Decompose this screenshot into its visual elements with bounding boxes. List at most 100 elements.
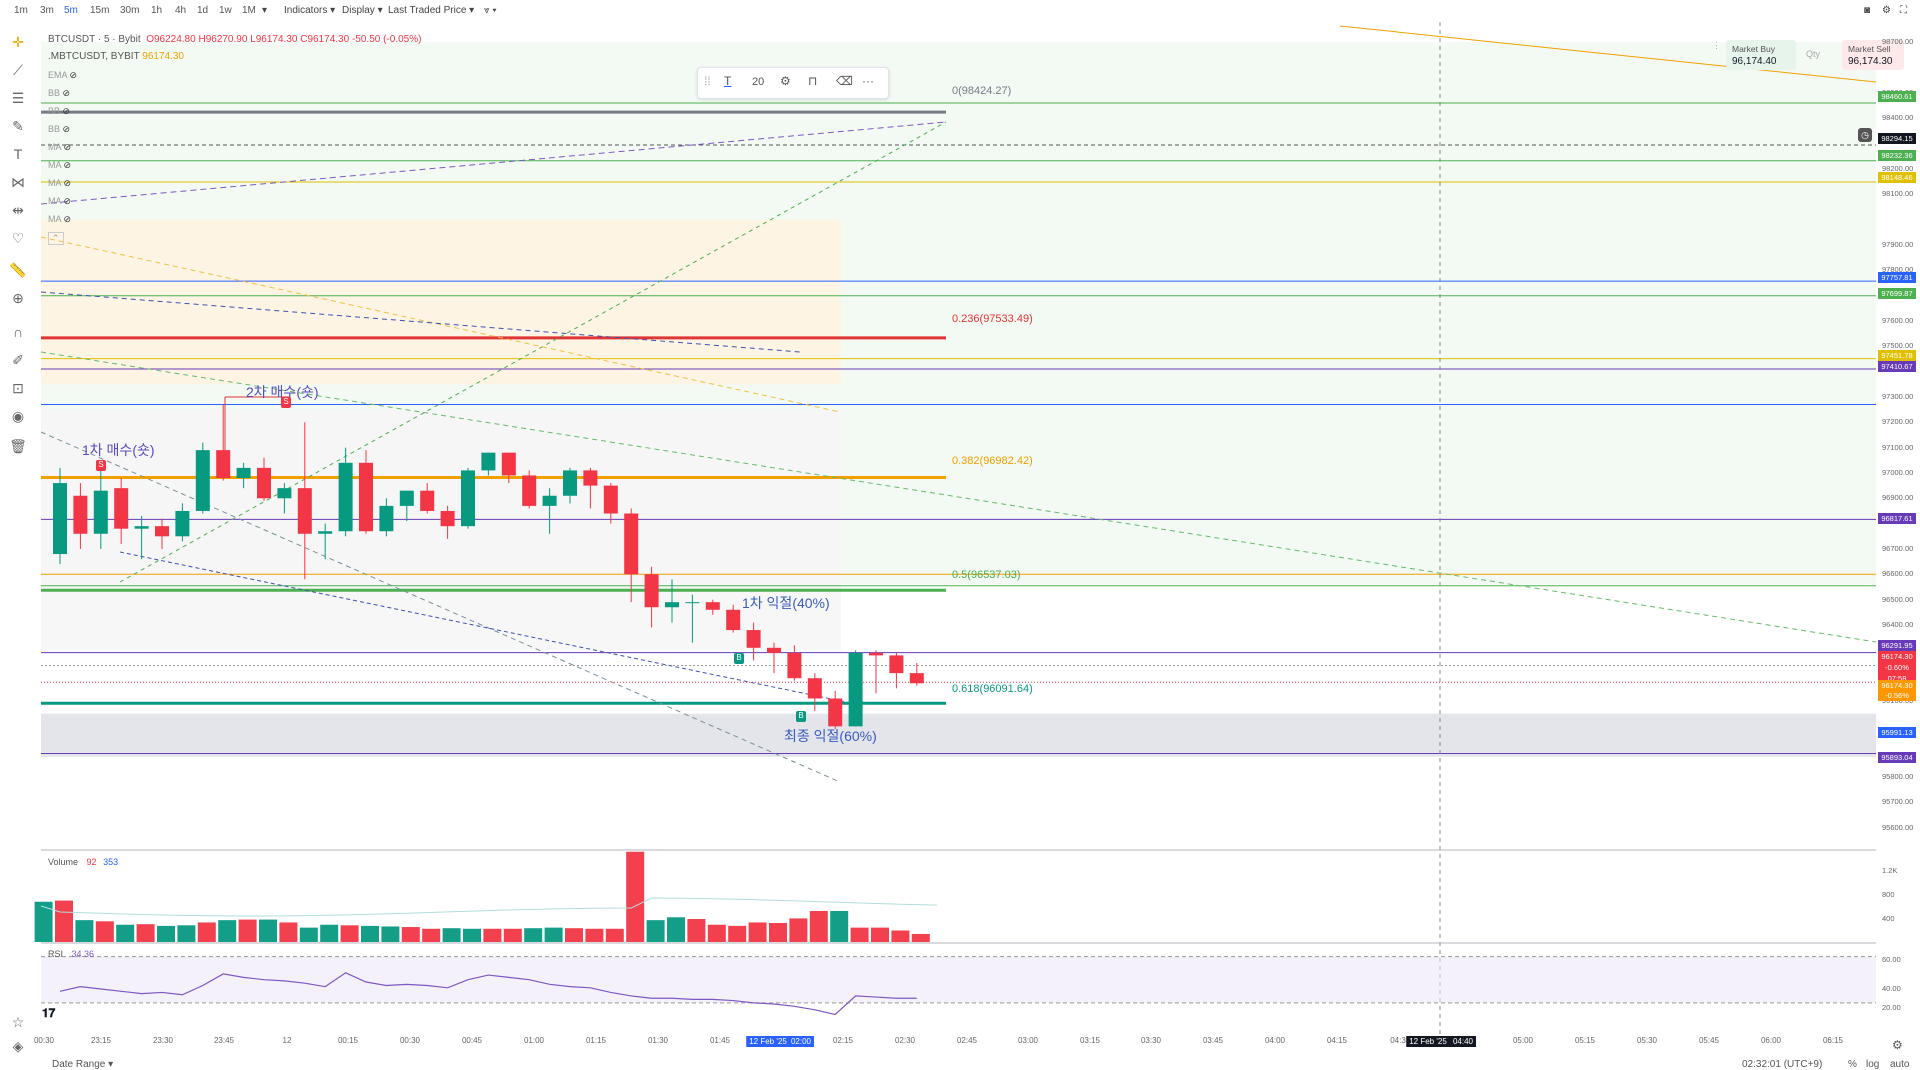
time-tick: 01:30 — [647, 1036, 669, 1045]
rsi-band — [41, 956, 1876, 1003]
indicator-item[interactable]: EMA ⊘ — [48, 70, 77, 81]
alert-clock-icon[interactable]: ◷ — [1858, 128, 1872, 142]
indicator-item[interactable]: BB ⊘ — [48, 88, 70, 99]
pattern-tool-icon[interactable]: ⋈ — [11, 174, 25, 190]
eye-hidden-icon[interactable]: ⊘ — [63, 160, 72, 170]
price-tick: 96600.00 — [1882, 569, 1914, 579]
eye-hidden-icon[interactable]: ⊘ — [63, 214, 72, 224]
eye-hidden-icon[interactable]: ⊘ — [63, 178, 72, 188]
eye-hidden-icon[interactable]: ⊘ — [63, 142, 72, 152]
market-buy-button[interactable]: Market Buy 96,174.40 — [1726, 40, 1796, 70]
time-tick: 00:45 — [461, 1036, 483, 1045]
auto-scale-toggle[interactable]: auto — [1890, 1059, 1910, 1070]
font-size-value[interactable]: 20 — [752, 76, 765, 88]
fullscreen-icon[interactable]: ⛶ — [1900, 5, 1907, 16]
eye-hidden-icon[interactable]: ⊘ — [62, 88, 71, 98]
zoom-in-icon[interactable]: ⊕ — [12, 290, 24, 306]
sell-marker[interactable]: S — [281, 397, 291, 408]
ruler-icon[interactable]: 📏 — [9, 262, 27, 278]
indicator-item[interactable]: MA ⊘ — [48, 196, 71, 207]
text-tool-icon[interactable]: T — [13, 146, 23, 162]
timeframe-1w[interactable]: 1w — [219, 5, 232, 16]
timeframe-5m[interactable]: 5m — [64, 5, 78, 16]
display-menu[interactable]: Display ▾ — [342, 5, 383, 16]
lock-icon[interactable]: ⊓ — [808, 74, 818, 88]
eye-icon[interactable]: ◉ — [11, 408, 25, 424]
text-color-icon[interactable]: T — [724, 74, 732, 88]
camera-icon[interactable]: ◙ — [1864, 5, 1871, 16]
candle-body — [277, 488, 292, 499]
market-sell-button[interactable]: Market Sell 96,174.30 — [1842, 40, 1904, 70]
timeframe-dropdown-icon[interactable]: ▾ — [262, 5, 268, 16]
lock-drawing-icon[interactable]: ✐ — [12, 352, 24, 368]
timeframe-15m[interactable]: 15m — [90, 5, 110, 16]
candle — [399, 490, 414, 522]
more-icon[interactable]: ··· — [862, 74, 874, 88]
buy-marker[interactable]: B — [734, 653, 744, 664]
layers-icon[interactable]: ◈ — [12, 1038, 24, 1054]
symbol-name[interactable]: BTCUSDT — [48, 34, 96, 45]
timeframe-1d[interactable]: 1d — [197, 5, 209, 16]
watchlist-star-icon[interactable]: ☆ — [11, 1014, 25, 1030]
candle — [603, 483, 618, 524]
timeframe-1h[interactable]: 1h — [151, 5, 163, 16]
trade-handle-icon[interactable]: ⋮ — [1712, 40, 1721, 50]
buy-marker[interactable]: B — [796, 711, 806, 722]
trash-icon[interactable]: 🗑 — [9, 438, 27, 454]
clock-timezone[interactable]: 02:32:01 (UTC+9) — [1742, 1059, 1823, 1070]
qty-input[interactable]: Qty — [1806, 49, 1821, 59]
time-tick: 03:15 — [1079, 1036, 1101, 1045]
drag-handle-icon[interactable]: ⁞⁞ — [704, 74, 711, 88]
eye-hidden-icon[interactable]: ⊘ — [62, 124, 71, 134]
delete-icon[interactable]: ⌫ — [836, 74, 853, 88]
brush-icon[interactable]: ✎ — [12, 118, 24, 134]
indicator-item[interactable]: MA ⊘ — [48, 142, 71, 153]
compare-symbol[interactable]: .MBTCUSDT, BYBIT — [48, 51, 140, 62]
magnet-icon[interactable]: ∩ — [12, 324, 24, 340]
sell-marker[interactable]: S — [96, 460, 106, 471]
fib-tool-icon[interactable]: ☰ — [11, 90, 25, 106]
trendline-icon[interactable]: ⟋ — [13, 62, 23, 78]
chart-canvas[interactable] — [0, 22, 1920, 1052]
volume-bar — [483, 928, 502, 942]
indicator-item[interactable]: BB ⊘ — [48, 124, 70, 135]
eye-hidden-icon[interactable]: ⊘ — [69, 70, 78, 80]
indicator-item[interactable]: BB ⊘ — [48, 106, 70, 117]
favorites-icon[interactable]: ♡ — [11, 230, 25, 246]
rsi-label[interactable]: RSI — [48, 949, 64, 959]
price-label-tag: 97410.67 — [1878, 361, 1916, 372]
chart-type-icon[interactable]: ⩔ ▾ — [484, 5, 497, 16]
timeframe-30m[interactable]: 30m — [120, 5, 140, 16]
timeframe-3m[interactable]: 3m — [40, 5, 54, 16]
annotation-final-take-profit[interactable]: 최종 익절(60%) — [784, 728, 877, 744]
date-range-button[interactable]: Date Range ▾ — [52, 1059, 114, 1070]
price-source-menu[interactable]: Last Traded Price ▾ — [388, 5, 475, 16]
percent-scale-toggle[interactable]: % — [1848, 1059, 1857, 1070]
indicators-menu[interactable]: Indicators ▾ — [284, 5, 336, 16]
settings-gear-icon[interactable]: ⚙ — [780, 74, 791, 88]
indicator-item[interactable]: MA ⊘ — [48, 214, 71, 225]
measure-tool-icon[interactable]: ⇹ — [12, 202, 24, 218]
indicator-item[interactable]: MA ⊘ — [48, 178, 71, 189]
settings-icon[interactable]: ⚙ — [1882, 5, 1891, 16]
annotation-first-take-profit[interactable]: 1차 익절(40%) — [742, 595, 830, 611]
eye-hidden-icon[interactable]: ⊘ — [62, 106, 71, 116]
timeframe-4h[interactable]: 4h — [175, 5, 187, 16]
indicator-item[interactable]: MA ⊘ — [48, 160, 71, 171]
crosshair-icon[interactable]: ✛ — [12, 34, 24, 50]
lock-icon[interactable]: ⊡ — [12, 380, 24, 396]
candle — [277, 483, 292, 514]
time-tick: 01:45 — [709, 1036, 731, 1045]
collapse-chevron-icon[interactable]: ⌃ — [48, 232, 64, 245]
eye-hidden-icon[interactable]: ⊘ — [63, 196, 72, 206]
time-tick: 04:15 — [1326, 1036, 1348, 1045]
volume-bar — [116, 924, 135, 942]
timeframe-1M[interactable]: 1M — [242, 5, 256, 16]
axis-settings-icon[interactable]: ⚙ — [1892, 1038, 1903, 1052]
timeframe-1m[interactable]: 1m — [14, 5, 28, 16]
log-scale-toggle[interactable]: log — [1866, 1059, 1880, 1070]
annotation-second-entry[interactable]: 2차 매수(숏) — [246, 384, 319, 400]
annotation-first-entry[interactable]: 1차 매수(숏) — [82, 442, 155, 458]
volume-label[interactable]: Volume — [48, 857, 79, 867]
volume-bar — [95, 921, 114, 942]
